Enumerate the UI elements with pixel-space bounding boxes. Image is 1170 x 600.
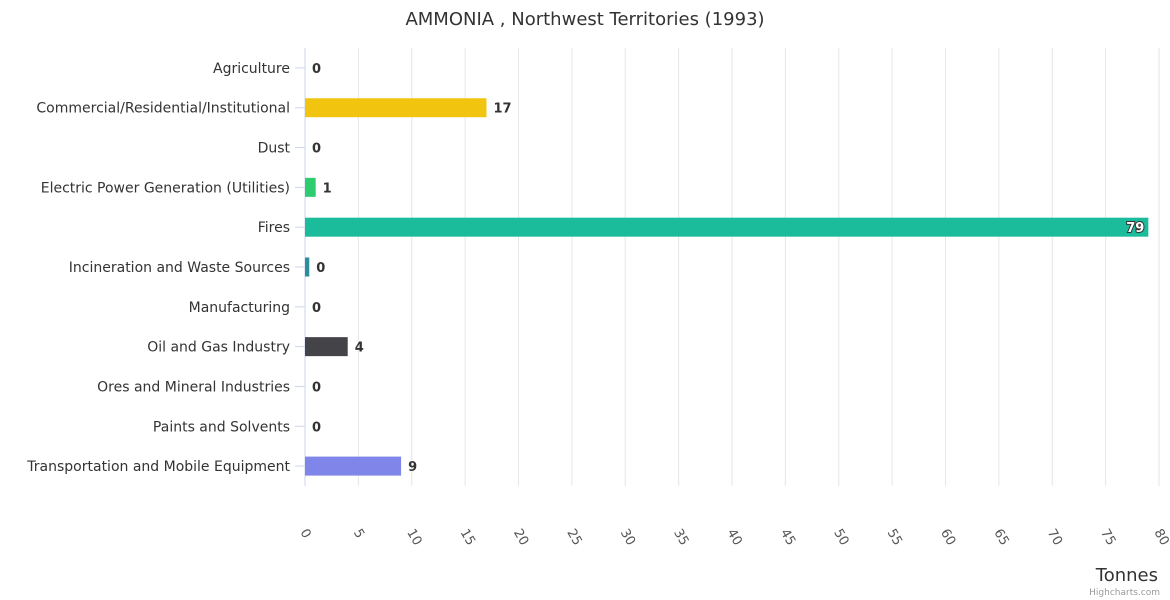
data-label: 0 xyxy=(312,62,321,77)
category-label: Ores and Mineral Industries xyxy=(97,379,290,395)
x-tick-label: 60 xyxy=(937,527,958,549)
grid-layer xyxy=(304,48,1160,486)
x-tick-label: 35 xyxy=(670,527,691,549)
category-label: Paints and Solvents xyxy=(153,419,290,435)
x-tick-label: 25 xyxy=(563,527,584,549)
x-tick-label: 55 xyxy=(884,527,905,549)
category-label: Incineration and Waste Sources xyxy=(69,260,290,276)
data-label: 0 xyxy=(312,380,321,395)
data-label: 0 xyxy=(312,142,321,157)
data-label: 79 xyxy=(1126,221,1144,236)
data-label: 4 xyxy=(355,341,364,356)
bar[interactable] xyxy=(305,217,1149,237)
x-tick-label: 20 xyxy=(510,527,531,549)
category-label: Agriculture xyxy=(213,61,290,77)
credits[interactable]: Highcharts.com xyxy=(1089,588,1160,598)
category-label: Dust xyxy=(258,141,291,157)
category-label: Transportation and Mobile Equipment xyxy=(26,459,290,475)
x-tick-label: 70 xyxy=(1044,527,1065,549)
category-label: Electric Power Generation (Utilities) xyxy=(41,180,290,196)
bar[interactable] xyxy=(305,257,310,277)
data-label: 0 xyxy=(312,420,321,435)
bar[interactable] xyxy=(305,98,487,118)
bar[interactable] xyxy=(305,177,316,197)
chart-title: AMMONIA , Northwest Territories (1993) xyxy=(405,9,764,30)
x-axis-title: Tonnes xyxy=(1095,565,1158,586)
bar[interactable] xyxy=(305,456,402,476)
bar[interactable] xyxy=(305,337,348,357)
data-label: 1 xyxy=(323,181,332,196)
x-tick-label: 75 xyxy=(1097,527,1118,549)
x-tick-label: 0 xyxy=(297,527,314,542)
x-tick-label: 15 xyxy=(457,527,478,549)
x-tick-label: 30 xyxy=(617,527,638,549)
x-tick-label: 45 xyxy=(777,527,798,549)
data-label: 0 xyxy=(312,301,321,316)
x-axis-ticks: 0 5 10 15 20 25 30 35 40 45 50 55 60 65 70 75 80 xyxy=(297,527,1170,549)
category-label: Manufacturing xyxy=(189,300,290,316)
data-label: 9 xyxy=(408,460,417,475)
x-tick-label: 50 xyxy=(830,527,851,549)
category-label: Commercial/Residential/Institutional xyxy=(36,101,290,117)
bars-layer xyxy=(305,98,1149,476)
x-tick-label: 80 xyxy=(1151,527,1170,549)
category-label: Fires xyxy=(258,220,290,236)
x-tick-label: 10 xyxy=(403,527,424,549)
x-tick-label: 65 xyxy=(990,527,1011,549)
data-label: 0 xyxy=(316,261,325,276)
x-tick-label: 5 xyxy=(350,527,367,542)
data-labels: 0 17 0 1 79 0 0 4 0 0 9 xyxy=(312,62,1145,475)
category-labels: Agriculture Commercial/Residential/Instit… xyxy=(26,61,305,475)
x-tick-label: 40 xyxy=(724,527,745,549)
category-label: Oil and Gas Industry xyxy=(147,340,290,356)
data-label: 17 xyxy=(493,102,511,117)
